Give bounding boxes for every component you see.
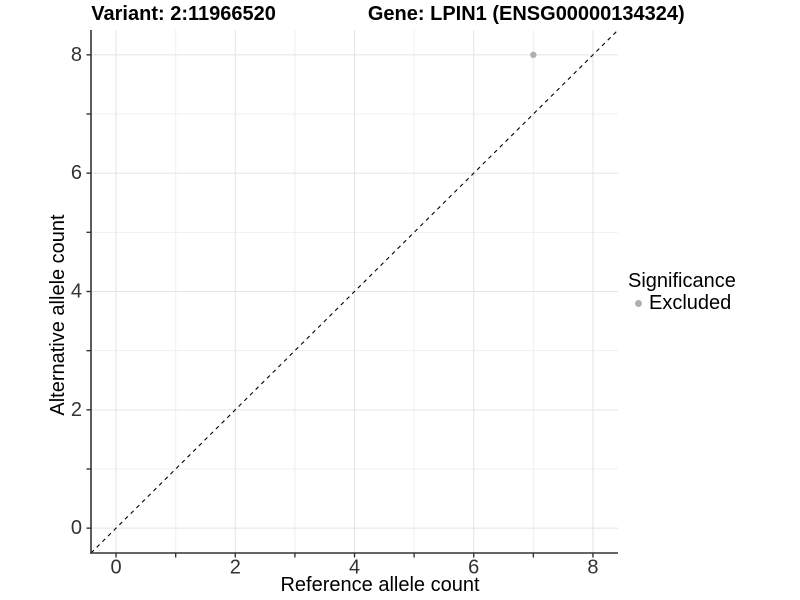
- x-tick-label: 6: [468, 557, 479, 579]
- plot-title-variant: Variant: 2:11966520: [91, 3, 276, 25]
- x-tick-label: 8: [587, 557, 598, 579]
- data-point-excluded: [530, 51, 537, 59]
- x-axis-title: Reference allele count: [280, 574, 480, 596]
- identity-dashed-line: [90, 29, 619, 554]
- plot-title-gene: Gene: LPIN1 (ENSG00000134324): [367, 3, 685, 25]
- legend: Significance Excluded: [628, 270, 736, 314]
- legend-entry-label: Excluded: [649, 292, 732, 314]
- legend-point-icon: [635, 299, 642, 307]
- y-tick-label: 6: [71, 162, 82, 184]
- legend-entry-excluded: Excluded: [635, 292, 736, 314]
- y-axis-title: Alternative allele count: [47, 214, 69, 416]
- x-tick-label: 2: [230, 557, 241, 579]
- y-tick-label: 0: [71, 517, 82, 539]
- y-tick-label: 8: [71, 44, 82, 66]
- x-tick-label: 0: [110, 557, 121, 579]
- y-tick-label: 2: [71, 399, 82, 421]
- x-tick-label: 4: [349, 557, 360, 579]
- y-tick-label: 4: [71, 281, 82, 303]
- plot-title: Variant: 2:11966520 Gene: LPIN1 (ENSG000…: [0, 2, 788, 26]
- legend-title: Significance: [628, 270, 736, 292]
